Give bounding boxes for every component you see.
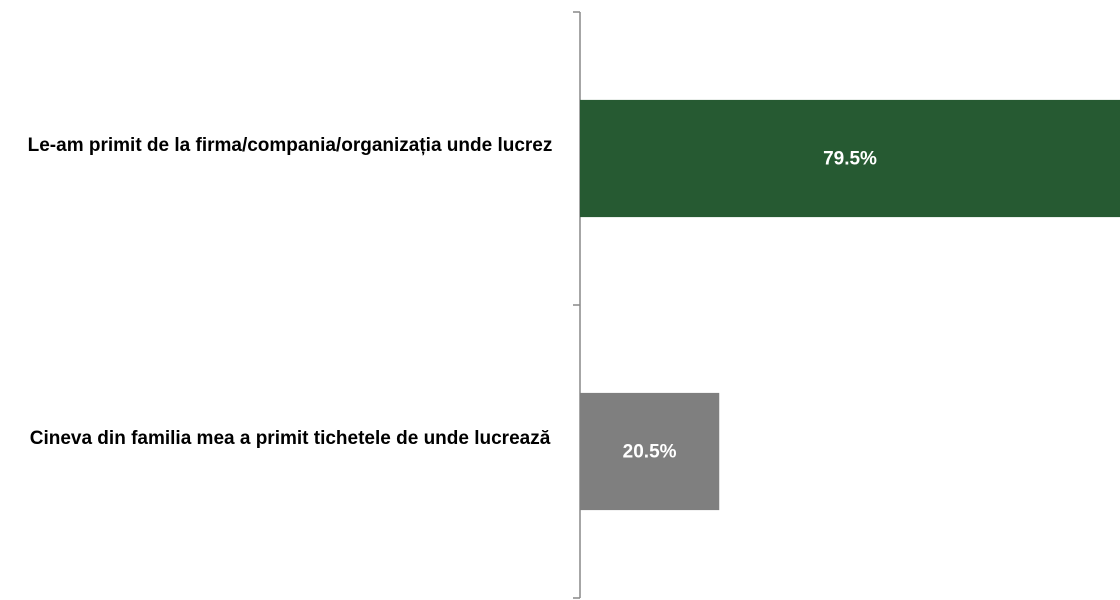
category-label: Cineva din familia mea a primit tichetel… — [29, 427, 551, 449]
bar — [580, 99, 1120, 218]
bar — [580, 392, 720, 511]
value-label: 79.5% — [823, 149, 877, 170]
category-label: Le-am primit de la firma/compania/organi… — [27, 134, 553, 156]
value-label: 20.5% — [623, 442, 677, 463]
